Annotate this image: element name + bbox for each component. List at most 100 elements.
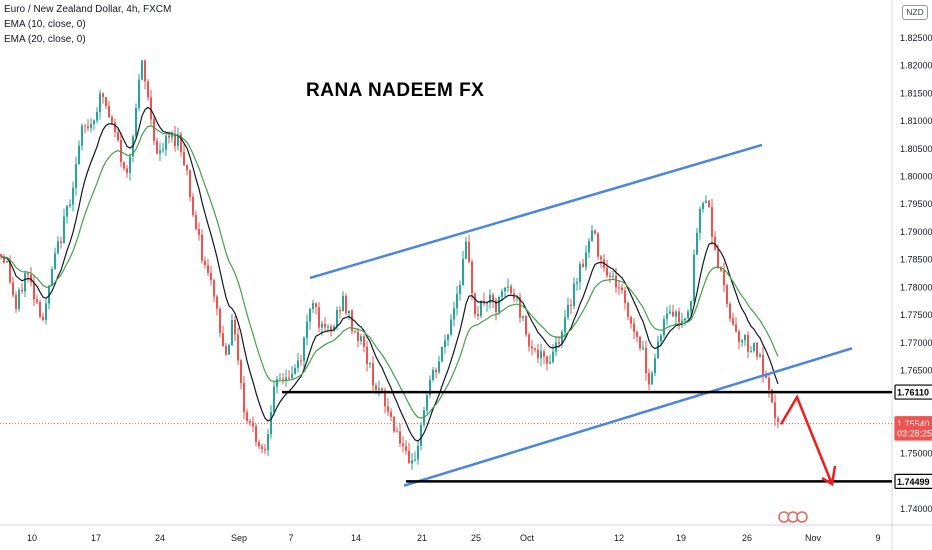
candle-body-22 <box>66 205 68 217</box>
candle-body-33 <box>99 93 101 112</box>
candles <box>0 59 779 470</box>
candle-body-53 <box>159 150 161 154</box>
candle-body-258 <box>774 402 776 419</box>
candle-body-75 <box>225 345 227 355</box>
candle-body-83 <box>249 420 251 423</box>
candle-body-166 <box>498 297 500 313</box>
candle-body-36 <box>108 105 110 118</box>
candle-body-87 <box>261 446 263 449</box>
candle-body-9 <box>27 273 29 275</box>
candle-body-253 <box>759 354 761 357</box>
price-label-box-0 <box>894 384 932 400</box>
y-tick-6: 1.79500 <box>900 199 932 209</box>
candle-body-249 <box>747 334 749 352</box>
candle-body-184 <box>552 351 554 362</box>
y-tick-8: 1.78500 <box>900 255 932 265</box>
candle-body-6 <box>18 290 20 309</box>
candle-body-30 <box>90 124 92 129</box>
candle-body-246 <box>738 331 740 343</box>
candle-body-230 <box>690 300 692 312</box>
candle-body-35 <box>105 97 107 106</box>
candle-body-133 <box>399 431 401 444</box>
x-tick-7: 25 <box>471 533 481 543</box>
x-tick-8: Oct <box>520 533 535 543</box>
x-tick-10: 19 <box>676 533 686 543</box>
candle-body-84 <box>252 422 254 427</box>
candle-body-114 <box>342 295 344 312</box>
y-tick-5: 1.80000 <box>900 172 932 182</box>
candle-body-60 <box>180 134 182 152</box>
candle-body-207 <box>621 287 623 291</box>
candle-body-245 <box>735 324 737 332</box>
price-axis: 1.82500 1.82000 1.81500 1.81000 1.80500 1.800… <box>894 33 932 514</box>
candle-body-211 <box>633 323 635 332</box>
candle-body-157 <box>471 261 473 294</box>
candle-body-140 <box>420 424 422 446</box>
candle-body-173 <box>519 297 521 318</box>
legend-ema20: EMA (20, close, 0) <box>4 34 86 45</box>
candle-body-23 <box>69 204 71 206</box>
candle-body-77 <box>231 320 233 346</box>
candle-body-61 <box>183 151 185 166</box>
candle-body-241 <box>723 270 725 286</box>
candle-body-250 <box>750 350 752 352</box>
candle-body-111 <box>333 326 335 331</box>
drawings <box>0 143 892 523</box>
ema-10-line <box>0 106 779 442</box>
candle-body-160 <box>480 300 482 317</box>
candle-body-42 <box>126 168 128 173</box>
y-tick-4: 1.80500 <box>900 144 932 154</box>
candle-body-1 <box>3 256 5 263</box>
candle-body-39 <box>117 132 119 141</box>
y-tick-9: 1.78000 <box>900 282 932 292</box>
candle-body-220 <box>660 335 662 342</box>
candle-body-70 <box>210 272 212 281</box>
currency-badge[interactable]: NZD <box>902 5 928 20</box>
candle-body-153 <box>459 285 461 294</box>
y-tick-0: 1.82500 <box>900 33 932 43</box>
candle-body-176 <box>528 334 530 347</box>
candle-body-174 <box>522 316 524 318</box>
candle-body-255 <box>765 374 767 379</box>
candle-body-200 <box>600 256 602 260</box>
candle-body-81 <box>243 382 245 413</box>
candle-body-25 <box>75 164 77 188</box>
candle-body-147 <box>441 346 443 362</box>
candle-body-12 <box>36 299 38 303</box>
candle-body-172 <box>516 297 518 299</box>
candle-body-237 <box>711 207 713 237</box>
candle-body-180 <box>540 351 542 359</box>
chart-title: RANA NADEEM FX <box>306 80 485 101</box>
candle-body-127 <box>381 388 383 391</box>
x-tick-1: 17 <box>91 533 101 543</box>
candle-body-50 <box>150 97 152 120</box>
candle-body-116 <box>348 310 350 314</box>
candle-body-194 <box>582 263 584 268</box>
candle-body-242 <box>726 285 728 304</box>
x-tick-3: Sep <box>231 533 247 543</box>
candle-body-43 <box>129 156 131 173</box>
candle-body-155 <box>465 241 467 259</box>
price-label-2: 03:28:25 <box>897 429 932 439</box>
candle-body-143 <box>429 379 431 396</box>
candle-body-162 <box>486 302 488 304</box>
candle-body-206 <box>618 287 620 289</box>
candle-body-28 <box>84 125 86 127</box>
candle-body-8 <box>24 273 26 292</box>
x-tick-2: 24 <box>155 533 165 543</box>
candle-body-78 <box>234 320 236 335</box>
candle-body-136 <box>408 450 410 464</box>
candle-body-93 <box>279 378 281 380</box>
projection-arrow <box>779 394 834 485</box>
candle-body-130 <box>390 411 392 417</box>
candle-body-146 <box>438 361 440 372</box>
candle-body-104 <box>312 303 314 309</box>
candle-body-152 <box>456 293 458 309</box>
price-label-box-3 <box>894 473 932 489</box>
candle-body-188 <box>564 317 566 333</box>
candle-body-214 <box>642 347 644 349</box>
x-tick-5: 14 <box>351 533 361 543</box>
candle-body-228 <box>684 318 686 321</box>
candle-body-88 <box>264 448 266 451</box>
